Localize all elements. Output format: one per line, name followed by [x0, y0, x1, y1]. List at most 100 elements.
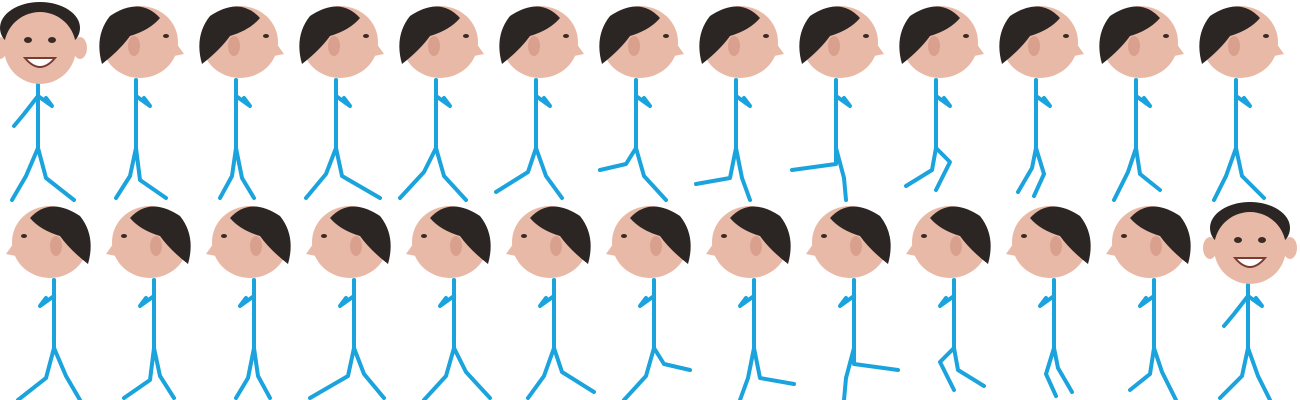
head [6, 206, 91, 278]
ear [1283, 237, 1297, 259]
leg [552, 346, 596, 394]
hair [930, 206, 991, 264]
leg [234, 346, 256, 400]
leg [122, 346, 156, 400]
arm [734, 94, 752, 108]
stick-figure-frame [106, 206, 191, 400]
leg [738, 346, 756, 400]
leg [1112, 146, 1138, 202]
stick-figure-frame [494, 6, 584, 200]
leg [352, 346, 386, 400]
arm [1034, 94, 1052, 108]
head [706, 206, 791, 278]
leg [452, 346, 492, 400]
arm [138, 294, 156, 308]
ear [550, 236, 562, 256]
arm [1234, 94, 1252, 108]
arm [38, 294, 56, 308]
arm [12, 94, 40, 128]
nose [674, 40, 684, 56]
stick-figure-frame [999, 6, 1084, 198]
hair [599, 6, 660, 65]
leg [1128, 346, 1156, 392]
head [799, 6, 884, 78]
arm [634, 94, 652, 108]
head [999, 6, 1084, 78]
head [699, 6, 784, 78]
eye [663, 34, 669, 38]
leg [134, 146, 168, 200]
ear [650, 236, 662, 256]
leg [114, 146, 138, 200]
eye [521, 234, 527, 238]
head [1006, 206, 1091, 278]
leg [834, 146, 848, 202]
ear [828, 36, 840, 56]
leg [1152, 346, 1178, 400]
stick-figure-frame [0, 2, 87, 202]
nose [174, 40, 184, 56]
ear [928, 36, 940, 56]
head [606, 206, 691, 278]
ear [350, 236, 362, 256]
head [1099, 6, 1184, 78]
ear [1150, 236, 1162, 256]
hair [230, 206, 291, 264]
leg [334, 146, 382, 200]
stick-figure-frame [206, 206, 291, 400]
eye [1163, 34, 1169, 38]
leg [1218, 346, 1250, 400]
arm [1246, 294, 1264, 308]
eye [321, 234, 327, 238]
eye [1063, 34, 1069, 38]
nose [906, 240, 916, 256]
hair [899, 6, 960, 65]
nose [574, 40, 584, 56]
head [1106, 206, 1191, 278]
head [206, 206, 291, 278]
hair [530, 206, 591, 264]
leg [934, 146, 952, 192]
ear [250, 236, 262, 256]
head [406, 206, 491, 278]
leg [1044, 346, 1058, 398]
ear [750, 236, 762, 256]
leg [1212, 146, 1238, 202]
arm [434, 94, 452, 108]
stick-figure-frame [899, 6, 984, 192]
smile [1232, 257, 1268, 268]
hair [699, 6, 760, 65]
nose [1074, 40, 1084, 56]
arm [934, 94, 952, 108]
hair [799, 6, 860, 65]
hair [999, 6, 1060, 65]
nose [1006, 240, 1016, 256]
leg [790, 146, 838, 172]
leg [304, 146, 338, 200]
nose [274, 40, 284, 56]
hair [130, 206, 191, 264]
arm [238, 294, 256, 308]
stick-figure-frame [398, 6, 484, 202]
eye [221, 234, 227, 238]
hair [399, 6, 460, 65]
hair [330, 206, 391, 264]
leg [10, 146, 40, 202]
ear [1228, 36, 1240, 56]
stick-figure-frame [1099, 6, 1184, 202]
eye [1263, 34, 1269, 38]
arm [1134, 94, 1152, 108]
hair [299, 6, 360, 65]
eye [163, 34, 169, 38]
leg [494, 146, 538, 194]
head [0, 2, 87, 84]
ear [428, 36, 440, 56]
leg [434, 146, 468, 202]
arm [1222, 294, 1250, 328]
leg [1032, 146, 1046, 198]
leg [1016, 146, 1038, 194]
head [599, 6, 684, 78]
ear [228, 36, 240, 56]
eye [48, 37, 56, 43]
leg [534, 146, 564, 200]
